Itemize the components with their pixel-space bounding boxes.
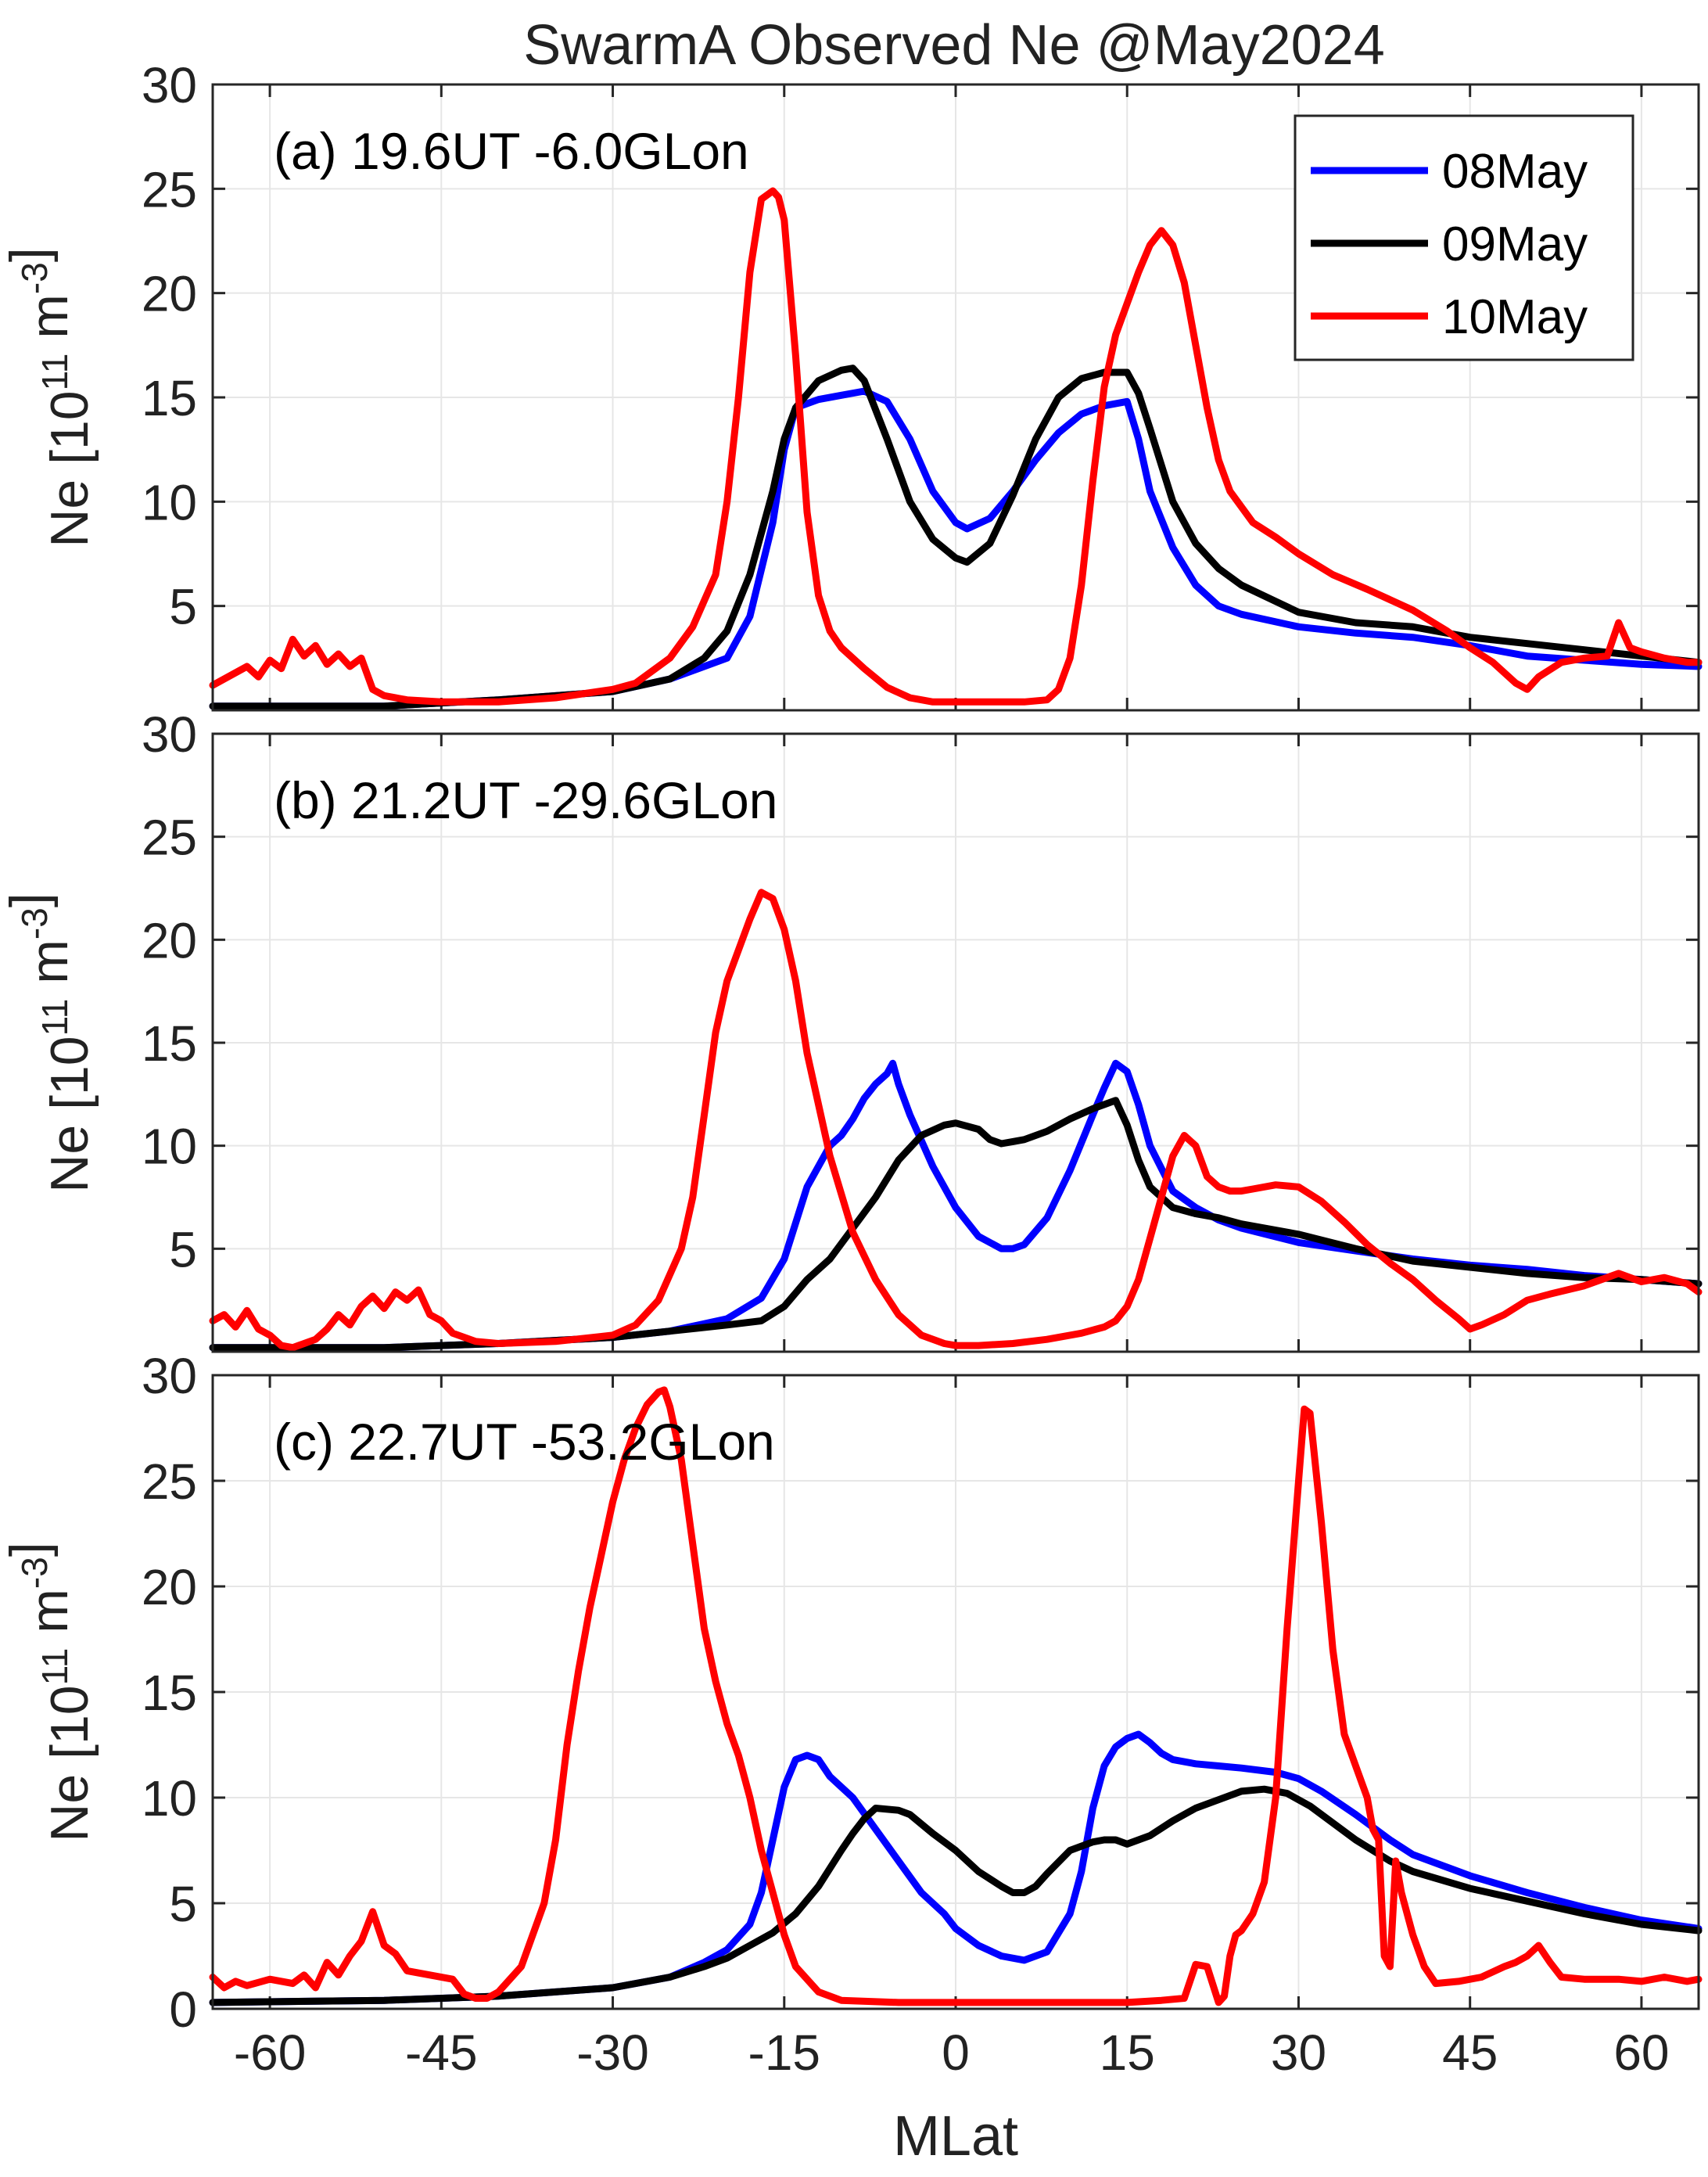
legend-label-10May: 10May: [1442, 290, 1588, 344]
y-axis-label: Ne [1011 m-3]: [0, 893, 99, 1192]
y-tick-label: 20: [142, 912, 197, 968]
y-axis-label: Ne [1011 m-3]: [0, 1542, 99, 1841]
y-tick-label: 5: [169, 1221, 197, 1277]
series-line-09May: [209, 1785, 1703, 2006]
x-tick-label: -30: [576, 2024, 649, 2081]
y-tick-label: 5: [169, 579, 197, 635]
x-tick-label: 45: [1442, 2024, 1498, 2081]
panel-a-ylabel: Ne [1011 m-3]: [0, 247, 99, 547]
panel-b: Ne [1011 m-3] 5 10 15 20 25 30 (b) 21.2UT -29…: [0, 706, 1703, 1353]
panel-a-series: [209, 187, 1703, 710]
x-tick-label: 15: [1100, 2024, 1155, 2081]
legend: 08May 09May 10May: [1294, 114, 1634, 361]
panel-c-ylabel: Ne [1011 m-3]: [0, 1542, 99, 1841]
x-tick-label: 0: [942, 2024, 970, 2081]
series-line-09May: [209, 365, 1703, 710]
panel-c: Ne [1011 m-3] -60 -45 -30 -15 0 15 30 45 60 0 5 10 1…: [0, 1348, 1703, 2168]
panel-b-axes-box: [211, 732, 1700, 1353]
figure-title: SwarmA Observed Ne @May2024: [523, 14, 1385, 77]
panel-c-ticks: -60 -45 -30 -15 0 15 30 45 60 0 5 10 15 20 25 30: [142, 1348, 1699, 2081]
y-tick-label: 20: [142, 266, 197, 322]
x-tick-label: 30: [1271, 2024, 1326, 2081]
y-tick-label: 30: [142, 706, 197, 763]
panel-a-axes-box: [211, 83, 1700, 712]
panel-b-series: [209, 889, 1703, 1352]
x-tick-label: 60: [1613, 2024, 1669, 2081]
y-tick-label: 10: [142, 1119, 197, 1175]
series-line-08May: [209, 1059, 1703, 1352]
x-tick-label: -15: [748, 2024, 821, 2081]
legend-label-09May: 09May: [1442, 217, 1588, 271]
series-line-10May: [209, 187, 1703, 706]
panel-a-label: (a) 19.6UT -6.0GLon: [274, 122, 749, 180]
panel-b-label: (b) 21.2UT -29.6GLon: [274, 771, 777, 829]
y-tick-label: 20: [142, 1559, 197, 1615]
x-axis-label: MLat: [893, 2105, 1018, 2168]
y-tick-label: 15: [142, 370, 197, 426]
y-tick-label: 10: [142, 474, 197, 530]
y-tick-label: 15: [142, 1665, 197, 1721]
series-line-10May: [209, 889, 1703, 1352]
y-tick-label: 30: [142, 1348, 197, 1404]
x-tick-label: -45: [405, 2024, 478, 2081]
y-tick-label: 15: [142, 1015, 197, 1072]
series-line-09May: [209, 1097, 1703, 1352]
panel-c-series: [209, 1386, 1703, 2006]
y-tick-label: 25: [142, 1453, 197, 1510]
panel-a: Ne [1011 m-3] 5 10 15 20 25 30 (a) 19.6UT -6.…: [0, 57, 1703, 712]
legend-label-08May: 08May: [1442, 145, 1588, 199]
panel-b-ticks: 5 10 15 20 25 30: [142, 706, 1699, 1352]
panel-c-label: (c) 22.7UT -53.2GLon: [274, 1413, 775, 1471]
y-tick-label: 30: [142, 57, 197, 113]
panel-a-ticks: 5 10 15 20 25 30: [142, 57, 1699, 710]
y-tick-label: 25: [142, 161, 197, 217]
y-tick-label: 0: [169, 1981, 197, 2038]
y-axis-label: Ne [1011 m-3]: [0, 247, 99, 547]
y-tick-label: 10: [142, 1770, 197, 1827]
series-line-08May: [209, 1730, 1703, 2006]
series-line-10May: [209, 1386, 1703, 2006]
y-tick-label: 25: [142, 810, 197, 866]
x-tick-label: -60: [234, 2024, 307, 2081]
panel-c-axes-box: [211, 1374, 1700, 2010]
panel-b-ylabel: Ne [1011 m-3]: [0, 893, 99, 1192]
y-tick-label: 5: [169, 1876, 197, 1932]
